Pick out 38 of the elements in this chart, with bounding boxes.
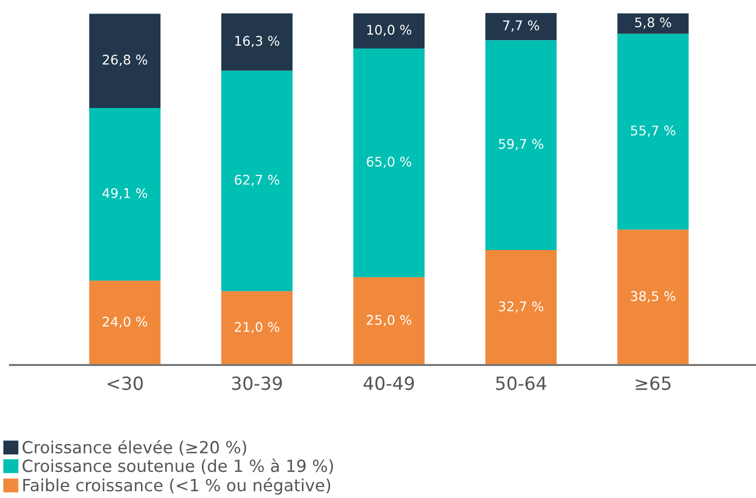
bar bbox=[221, 70, 293, 292]
x-tick-label: <30 bbox=[108, 376, 143, 390]
legend-label: Croissance élevée (≥20 %) bbox=[22, 440, 246, 456]
bar bbox=[617, 34, 689, 230]
bar bbox=[353, 277, 425, 365]
data-label: 32,7 % bbox=[498, 301, 544, 313]
x-tick-label: 50-64 bbox=[496, 376, 546, 390]
bar bbox=[485, 40, 557, 250]
bar bbox=[617, 13, 689, 34]
data-label: 26,8 % bbox=[102, 54, 148, 66]
data-label: 38,5 % bbox=[630, 291, 676, 302]
bar bbox=[89, 14, 161, 108]
bar bbox=[485, 13, 557, 40]
data-label: 16,3 % bbox=[235, 36, 280, 48]
bar bbox=[485, 250, 557, 365]
data-label: 49,1 % bbox=[102, 188, 148, 200]
data-label: 24,0 % bbox=[102, 316, 148, 328]
bar bbox=[221, 13, 293, 71]
legend-label: Croissance soutenue (de 1 % à 19 %) bbox=[22, 458, 333, 474]
legend-label: Faible croissance (<1 % ou négative) bbox=[23, 478, 330, 495]
data-label: 55,7 % bbox=[630, 126, 676, 137]
data-label: 5,8 % bbox=[635, 17, 672, 29]
bar bbox=[221, 291, 293, 365]
bar bbox=[353, 13, 425, 49]
data-label: 62,7 % bbox=[234, 174, 280, 186]
x-tick-label: ≥65 bbox=[636, 376, 670, 390]
bar bbox=[617, 230, 689, 365]
x-tick-label: 30-39 bbox=[232, 376, 282, 390]
bar bbox=[89, 280, 161, 365]
x-tick-label: 40-49 bbox=[364, 376, 414, 390]
data-label: 7,7 % bbox=[503, 20, 540, 32]
data-label: 25,0 % bbox=[366, 314, 412, 326]
bar bbox=[353, 48, 425, 278]
bar bbox=[89, 108, 161, 281]
data-label: 10,0 % bbox=[367, 24, 412, 36]
data-label: 21,0 % bbox=[234, 322, 280, 334]
data-label: 65,0 % bbox=[366, 156, 412, 168]
data-label: 59,7 % bbox=[498, 138, 544, 150]
